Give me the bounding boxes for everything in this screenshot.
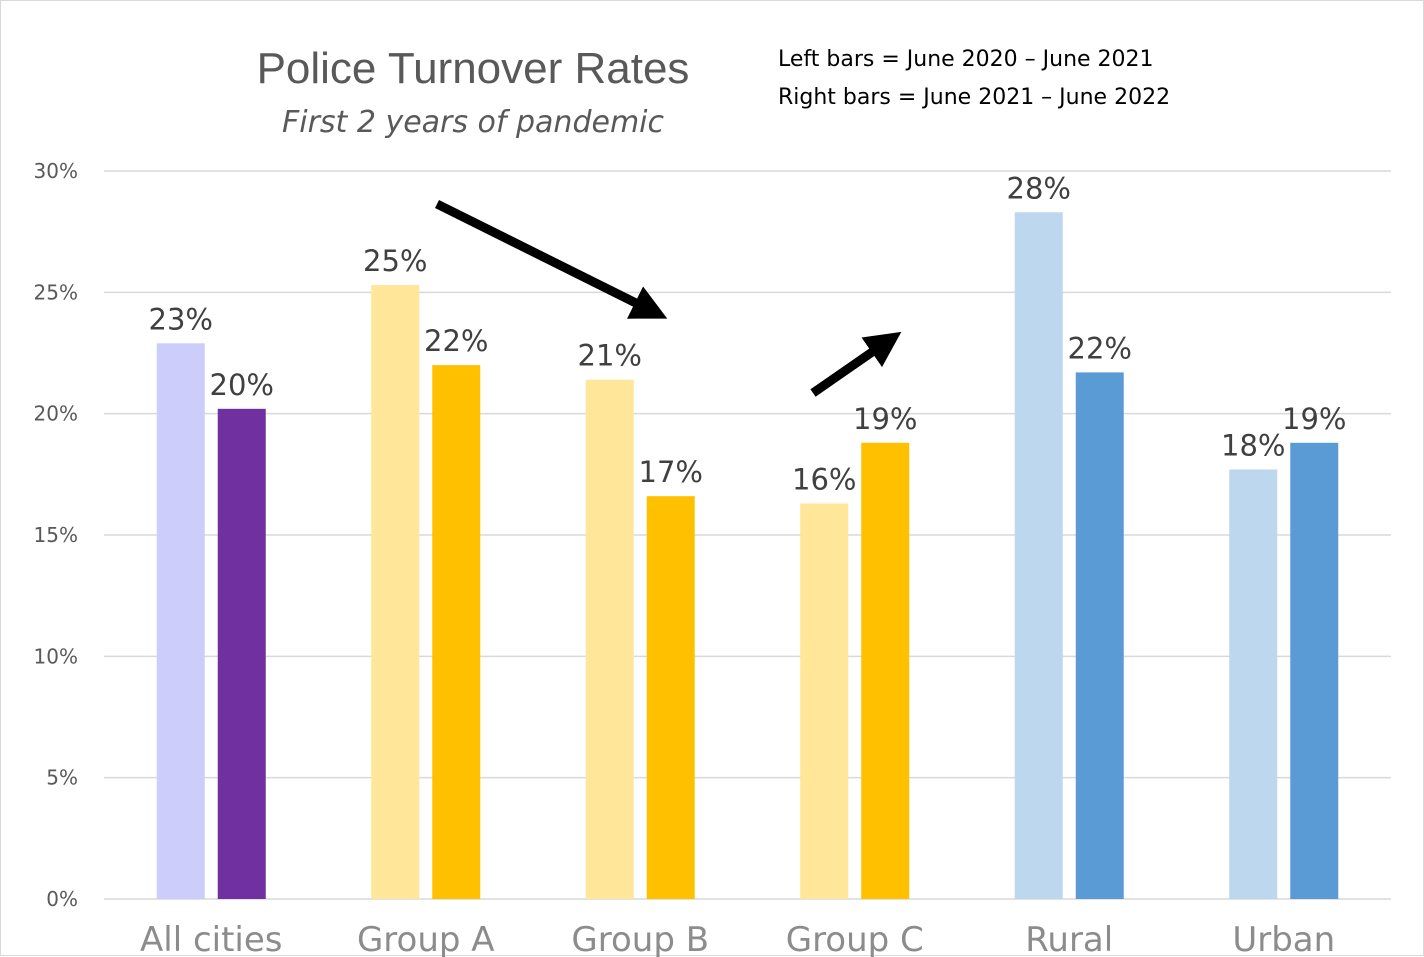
y-tick-label: 20%	[34, 402, 78, 426]
arrow-increase	[810, 331, 902, 397]
x-category-label: Group B	[571, 920, 709, 957]
data-label: 21%	[578, 339, 642, 373]
data-label: 28%	[1007, 171, 1071, 205]
x-category-label: All cities	[140, 920, 283, 957]
bar-rural-left	[1014, 212, 1063, 900]
data-label: 25%	[363, 244, 427, 278]
data-label: 19%	[1282, 402, 1346, 436]
y-tick-label: 30%	[34, 159, 78, 183]
x-category-label: Urban	[1232, 920, 1335, 957]
gridlines	[104, 170, 1391, 900]
data-label: 22%	[424, 324, 488, 358]
bar-all-cities-right	[217, 408, 266, 899]
legend-note-left-bars: Left bars = June 2020 – June 2021	[778, 47, 1154, 72]
data-labels: 23%20%25%22% 21%17% 16%19%28%22%18%19%	[149, 171, 1347, 496]
y-tick-label: 25%	[34, 280, 78, 304]
bar-group-b-left	[585, 379, 634, 899]
x-category-label: Rural	[1025, 920, 1113, 957]
y-tick-label: 10%	[34, 644, 78, 668]
bar-group-a-right	[432, 365, 481, 900]
bar-group-b-right	[646, 496, 695, 899]
data-label: 22%	[1068, 331, 1132, 365]
bars	[156, 212, 1339, 900]
y-axis-tick-labels: 0% 5% 10% 15% 20% 25% 30%	[34, 159, 78, 911]
y-tick-label: 15%	[34, 523, 78, 547]
data-label: 17%	[639, 455, 703, 489]
bar-urban-right	[1290, 442, 1339, 899]
y-tick-label: 5%	[46, 766, 78, 790]
bar-urban-left	[1229, 469, 1278, 899]
bar-rural-right	[1075, 372, 1124, 899]
data-label: 20%	[210, 368, 274, 402]
bar-group-c-right	[861, 442, 910, 899]
y-tick-label: 0%	[46, 887, 78, 911]
x-category-label: Group A	[357, 920, 495, 957]
x-category-label: Group C	[786, 920, 924, 957]
bar-group-a-left	[371, 285, 420, 899]
bar-group-c-left	[800, 503, 849, 899]
chart-subtitle: First 2 years of pandemic	[282, 105, 665, 140]
data-label: 18%	[1221, 428, 1285, 462]
bar-all-cities-left	[156, 343, 205, 899]
data-label: 23%	[149, 302, 213, 336]
x-axis-category-labels: All cities Group A Group B Group C Rural Urba…	[140, 920, 1335, 957]
chart-title: Police Turnover Rates	[257, 44, 690, 93]
data-label: 16%	[792, 462, 856, 496]
legend-note-right-bars: Right bars = June 2021 – June 2022	[778, 85, 1170, 110]
data-label: 19%	[853, 402, 917, 436]
arrow-decrease	[434, 199, 668, 319]
